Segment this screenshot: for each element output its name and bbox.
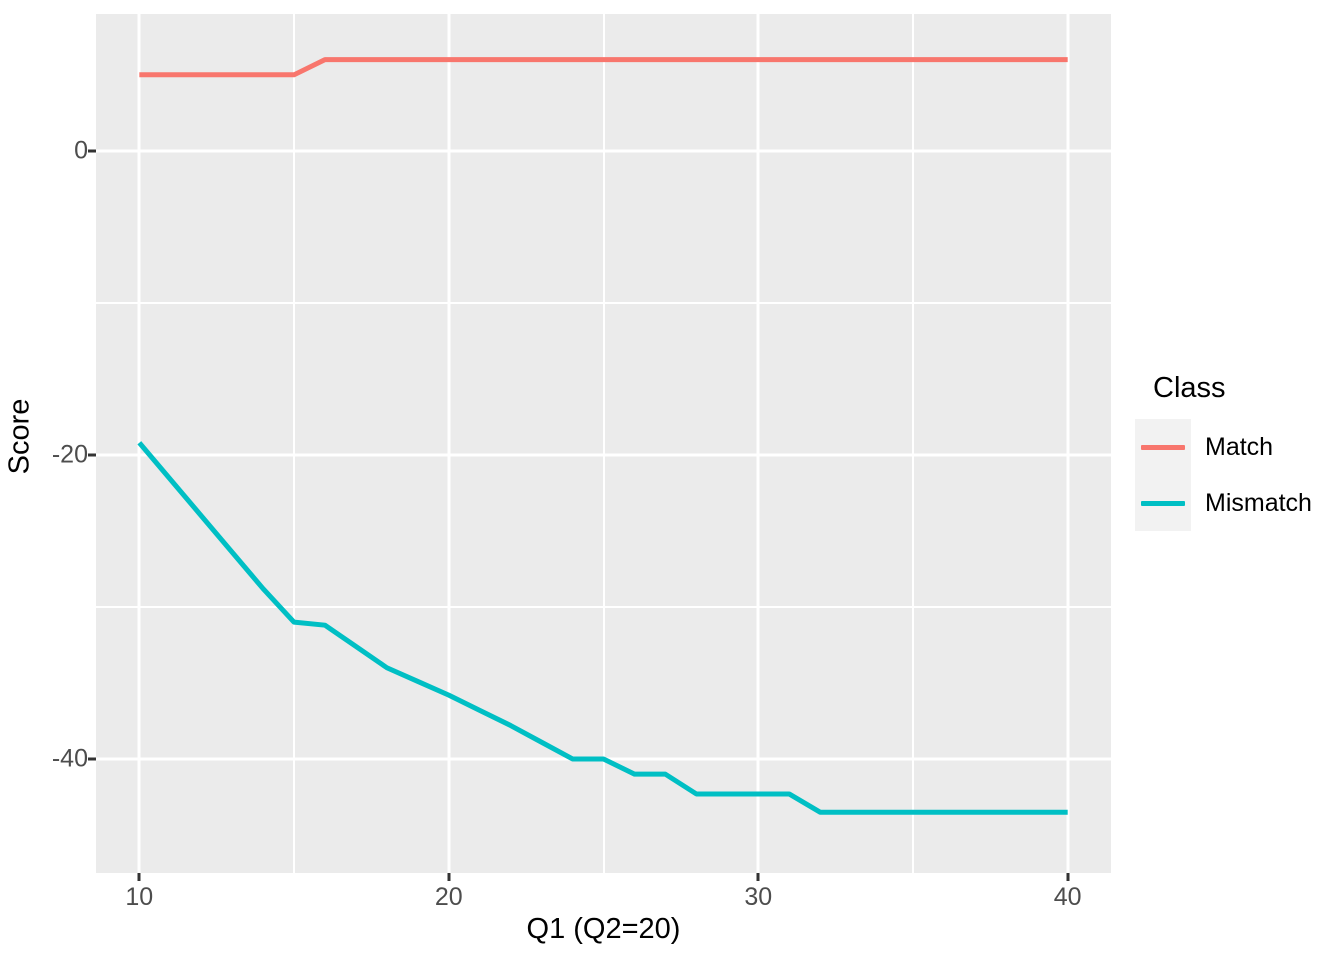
gridline-minor-x (602, 14, 605, 873)
y-tick-mark (88, 757, 96, 761)
series-line-match (139, 57, 1068, 78)
x-tick-mark (1066, 873, 1070, 881)
legend-entry-mismatch[interactable]: Mismatch (1135, 475, 1344, 531)
gridline-minor-y (96, 605, 1111, 608)
x-tick-label: 40 (1053, 883, 1082, 911)
plot-panel (96, 14, 1111, 873)
gridline-major-y (96, 453, 1111, 457)
legend-title: Class (1153, 372, 1226, 404)
legend-key-swatch (1135, 419, 1191, 475)
x-axis-title: Q1 (Q2=20) (526, 913, 681, 945)
gridline-major-y (96, 149, 1111, 153)
x-tick-mark (756, 873, 760, 881)
legend-key-swatch (1135, 475, 1191, 531)
legend-label: Mismatch (1205, 488, 1312, 517)
y-tick-mark (88, 149, 96, 153)
x-tick-mark (447, 873, 451, 881)
legend-entries: Match Mismatch (1135, 419, 1344, 531)
legend-entry-match[interactable]: Match (1135, 419, 1344, 475)
y-axis-title-text: Score (3, 398, 36, 475)
gridline-minor-y (96, 301, 1111, 304)
gridline-major-x (756, 14, 760, 873)
y-tick-label: -40 (51, 744, 88, 773)
x-axis-tick-labels: 10 20 30 40 (96, 883, 1111, 915)
y-axis-tick-labels: 0 -20 -40 (40, 0, 88, 873)
y-tick-label: -20 (51, 440, 88, 469)
series-layer (137, 57, 1068, 815)
y-tick-label: 0 (74, 136, 88, 165)
series-line-mismatch (137, 441, 1068, 815)
y-axis-tick-marks (88, 0, 96, 873)
gridline-major-x (447, 14, 451, 873)
legend: Class Match Mismatch (1135, 372, 1344, 531)
x-tick-label: 30 (744, 883, 773, 911)
legend-key-line-icon (1141, 444, 1185, 450)
x-axis-tick-marks (96, 873, 1111, 881)
x-tick-label: 10 (125, 883, 154, 911)
y-axis-title: Score (0, 0, 40, 873)
gridline-minor-x (293, 14, 296, 873)
y-tick-mark (88, 453, 96, 457)
gridline-major-x (1066, 14, 1070, 873)
x-tick-mark (137, 873, 141, 881)
gridline-minor-x (911, 14, 914, 873)
legend-label: Match (1205, 432, 1274, 461)
legend-key-line-icon (1141, 500, 1185, 506)
x-tick-label: 20 (434, 883, 463, 911)
